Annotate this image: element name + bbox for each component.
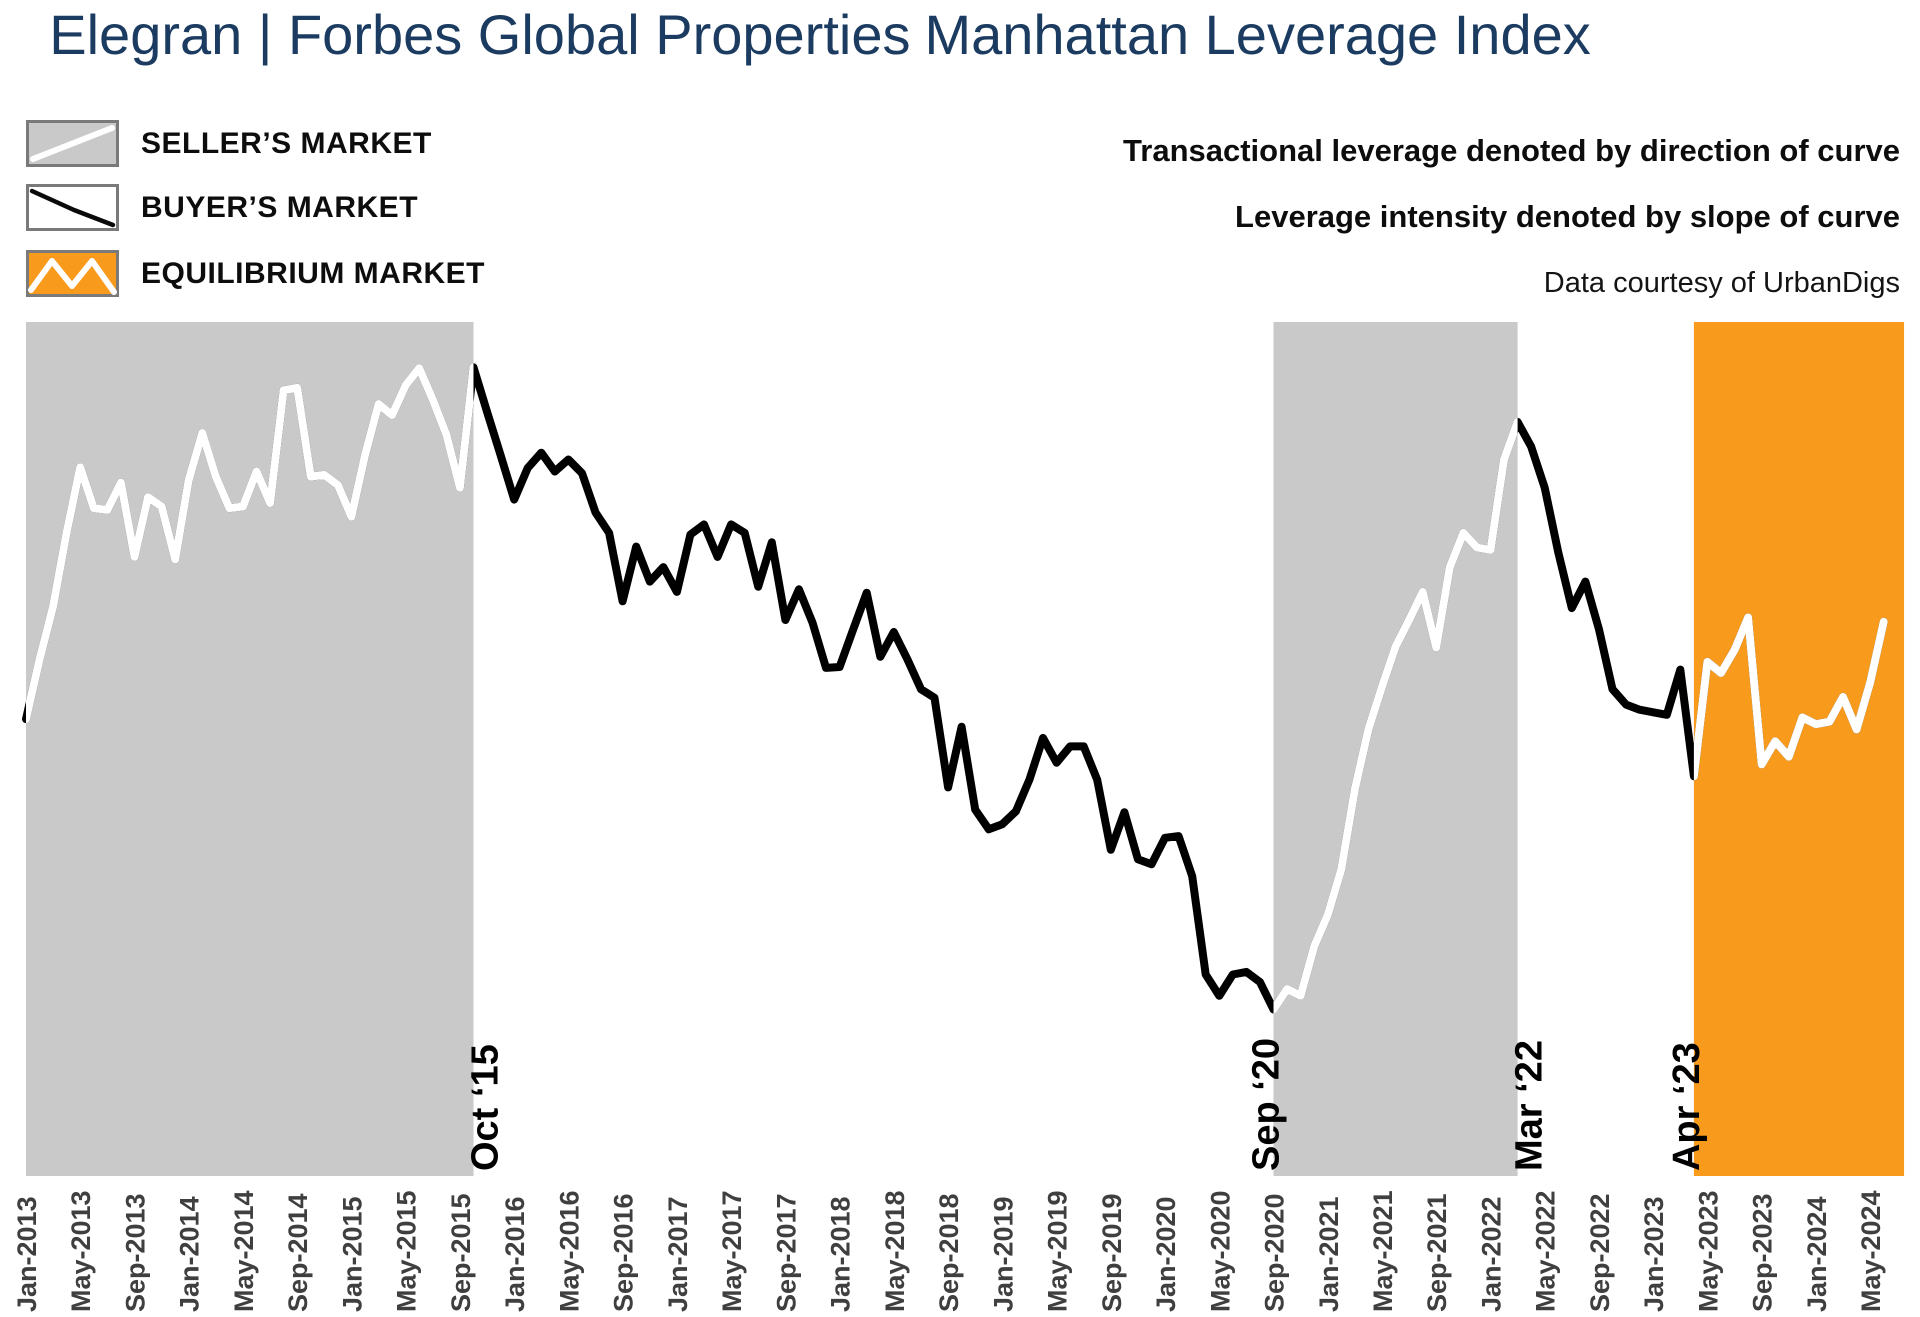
month-axis-label-may-2015: May-2015: [392, 1190, 422, 1312]
month-axis-label-jan-2018: Jan-2018: [826, 1196, 856, 1312]
month-axis-label-jan-2020: Jan-2020: [1151, 1196, 1181, 1312]
month-axis-label-sep-2016: Sep-2016: [609, 1193, 639, 1312]
month-axis-label-jan-2019: Jan-2019: [988, 1196, 1018, 1312]
legend-row-equilibrium: EQUILIBRIUM MARKET: [26, 250, 485, 297]
annotation-mar22: Mar ‘22: [1509, 1040, 1551, 1171]
month-axis-label-may-2020: May-2020: [1205, 1190, 1235, 1312]
buyer-market-swatch-icon: [26, 184, 119, 231]
month-axis-label-sep-2019: Sep-2019: [1097, 1193, 1127, 1312]
month-axis-label-sep-2021: Sep-2021: [1422, 1193, 1452, 1312]
month-axis-label-jan-2016: Jan-2016: [500, 1196, 530, 1312]
month-axis-label-sep-2023: Sep-2023: [1748, 1193, 1778, 1312]
month-axis-label-sep-2013: Sep-2013: [120, 1193, 150, 1312]
title-brand: Elegran | Forbes Global Properties: [49, 3, 911, 66]
region-seller-jan-2013: [26, 322, 474, 1176]
region-equilibrium-apr-2023: [1693, 322, 1905, 1176]
month-axis-label-jan-2013: Jan-2013: [12, 1196, 42, 1312]
month-axis-label-may-2018: May-2018: [880, 1190, 910, 1312]
legend-row-buyer: BUYER’S MARKET: [26, 184, 485, 231]
seller-market-swatch-icon: [26, 120, 119, 167]
legend-label-buyer: BUYER’S MARKET: [141, 190, 419, 224]
month-axis-label-jan-2024: Jan-2024: [1802, 1196, 1832, 1312]
month-axis-label-sep-2020: Sep-2020: [1260, 1193, 1290, 1312]
annotation-sep20: Sep ‘20: [1246, 1038, 1288, 1171]
note-data-credit: Data courtesy of UrbanDigs: [1543, 267, 1900, 299]
month-axis-label-may-2016: May-2016: [554, 1190, 584, 1312]
note-transactional-leverage: Transactional leverage denoted by direct…: [1123, 133, 1900, 168]
annotation-oct15: Oct ‘15: [464, 1044, 506, 1171]
annotation-apr23: Apr ‘23: [1666, 1042, 1708, 1171]
month-axis-label-jan-2014: Jan-2014: [175, 1196, 205, 1312]
legend-row-seller: SELLER’S MARKET: [26, 120, 485, 167]
month-axis-label-sep-2022: Sep-2022: [1585, 1193, 1615, 1312]
month-axis-label-sep-2017: Sep-2017: [771, 1193, 801, 1312]
legend-label-seller: SELLER’S MARKET: [141, 126, 432, 160]
month-axis-label-may-2021: May-2021: [1368, 1190, 1398, 1312]
month-axis-label-sep-2014: Sep-2014: [283, 1193, 313, 1312]
month-axis-label-may-2013: May-2013: [66, 1190, 96, 1312]
month-axis-label-jan-2023: Jan-2023: [1639, 1196, 1669, 1312]
month-axis-label-may-2022: May-2022: [1531, 1190, 1561, 1312]
legend-label-equilibrium: EQUILIBRIUM MARKET: [141, 256, 485, 290]
note-leverage-intensity: Leverage intensity denoted by slope of c…: [1235, 199, 1900, 234]
month-axis-label-may-2017: May-2017: [717, 1190, 747, 1312]
page-title: Elegran | Forbes Global Properties Manhat…: [0, 2, 1640, 67]
legend: SELLER’S MARKET BUYER’S MARKET EQUILIBRI…: [26, 120, 485, 314]
equilibrium-market-swatch-icon: [26, 250, 119, 297]
month-axis-label-jan-2022: Jan-2022: [1476, 1196, 1506, 1312]
month-axis-label-sep-2015: Sep-2015: [446, 1193, 476, 1312]
month-axis-label-may-2023: May-2023: [1693, 1190, 1723, 1312]
region-seller-sep-2020: [1273, 322, 1518, 1176]
month-axis-label-may-2014: May-2014: [229, 1190, 259, 1312]
month-axis-label-may-2019: May-2019: [1043, 1190, 1073, 1312]
month-axis-label-sep-2018: Sep-2018: [934, 1193, 964, 1312]
month-axis-label-jan-2021: Jan-2021: [1314, 1196, 1344, 1312]
month-axis-label-jan-2017: Jan-2017: [663, 1196, 693, 1312]
title-product: Manhattan Leverage Index: [924, 3, 1591, 66]
month-axis-label-may-2024: May-2024: [1856, 1190, 1886, 1312]
month-axis-label-jan-2015: Jan-2015: [337, 1196, 367, 1312]
